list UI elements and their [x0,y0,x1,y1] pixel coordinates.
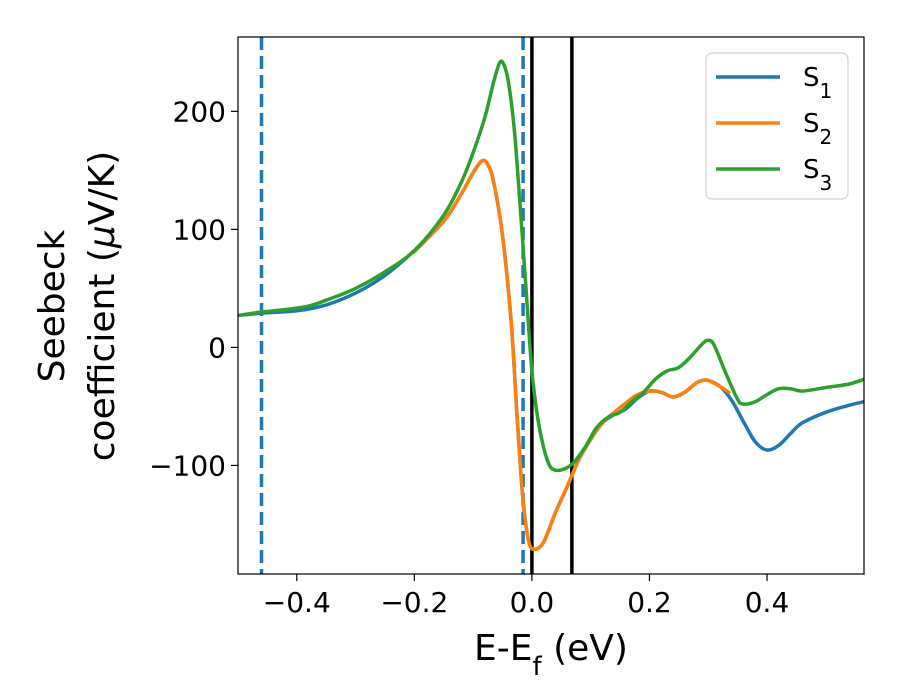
x-tick-label: 0.0 [510,586,555,619]
legend-label-s1: S1 [803,63,832,103]
legend: S1 S2 S3 [705,52,849,200]
y-axis-label-line2: coefficient (μV/K) [82,151,123,461]
y-axis-label-line1: Seebeck [32,229,73,382]
x-axis-label: E-Ef (eV) [474,628,628,682]
x-tick-label: −0.4 [263,586,331,619]
legend-label-s2: S2 [803,109,832,149]
series-line-s2 [412,158,731,551]
x-axis: −0.4 −0.2 0.0 0.2 0.4 [263,574,790,619]
legend-box [705,52,849,200]
y-tick-label: 200 [173,95,226,128]
y-tick-label: 0 [208,331,226,364]
series-line-s3 [238,59,864,473]
y-axis-label: Seebeck coefficient (μV/K) [32,151,123,461]
series-line-s1 [238,158,864,551]
x-tick-label: 0.2 [627,586,672,619]
y-tick-label: 100 [173,213,226,246]
legend-label-s3: S3 [803,155,832,195]
plot-frame [237,36,865,575]
x-tick-label: 0.4 [745,586,790,619]
x-tick-label: −0.2 [380,586,448,619]
y-axis: −100 0 100 200 [149,95,238,482]
series-layer [238,59,864,551]
y-tick-label: −100 [149,449,226,482]
